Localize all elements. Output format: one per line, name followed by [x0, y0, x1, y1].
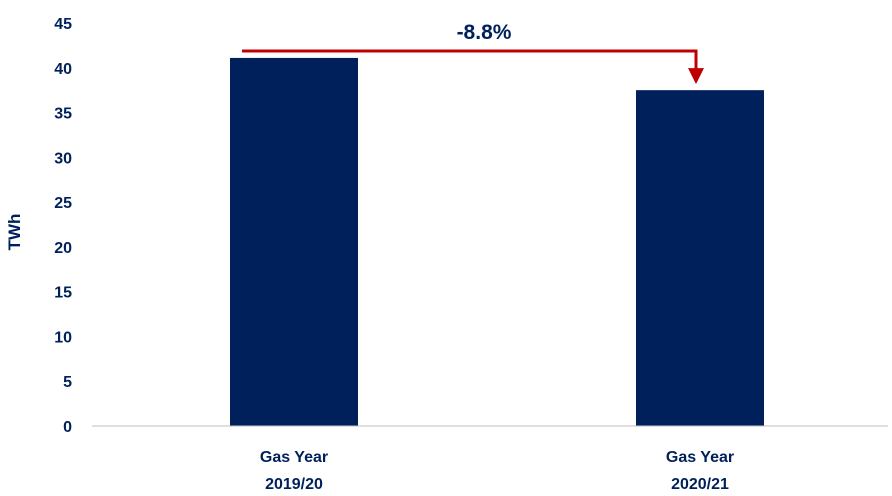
y-tick-label: 45 [54, 16, 72, 33]
x-category-labels: Gas Year 2019/20 Gas Year 2020/21 [260, 449, 734, 493]
change-annotation: -8.8% [242, 21, 704, 85]
y-tick-label: 25 [54, 195, 72, 212]
y-tick-labels: 0 5 10 15 20 25 30 35 40 45 [54, 16, 72, 436]
annotation-label: -8.8% [457, 21, 512, 44]
y-tick-label: 5 [63, 374, 72, 391]
y-axis-title: TWh [5, 214, 24, 251]
x-category-label: Gas Year 2019/20 [260, 449, 328, 493]
y-tick-label: 0 [63, 419, 72, 436]
bar-2 [636, 90, 764, 427]
bar-1 [230, 57, 358, 426]
y-tick-label: 15 [54, 285, 72, 302]
y-tick-label: 10 [54, 329, 72, 346]
x-category-label: Gas Year 2020/21 [666, 449, 734, 493]
y-tick-label: 40 [54, 61, 72, 78]
annotation-arrow-line [242, 49, 698, 71]
y-tick-label: 20 [54, 240, 72, 257]
bars-group [230, 57, 764, 427]
annotation-arrow-head [688, 68, 704, 85]
y-tick-label: 30 [54, 150, 72, 167]
y-tick-label: 35 [54, 106, 72, 123]
